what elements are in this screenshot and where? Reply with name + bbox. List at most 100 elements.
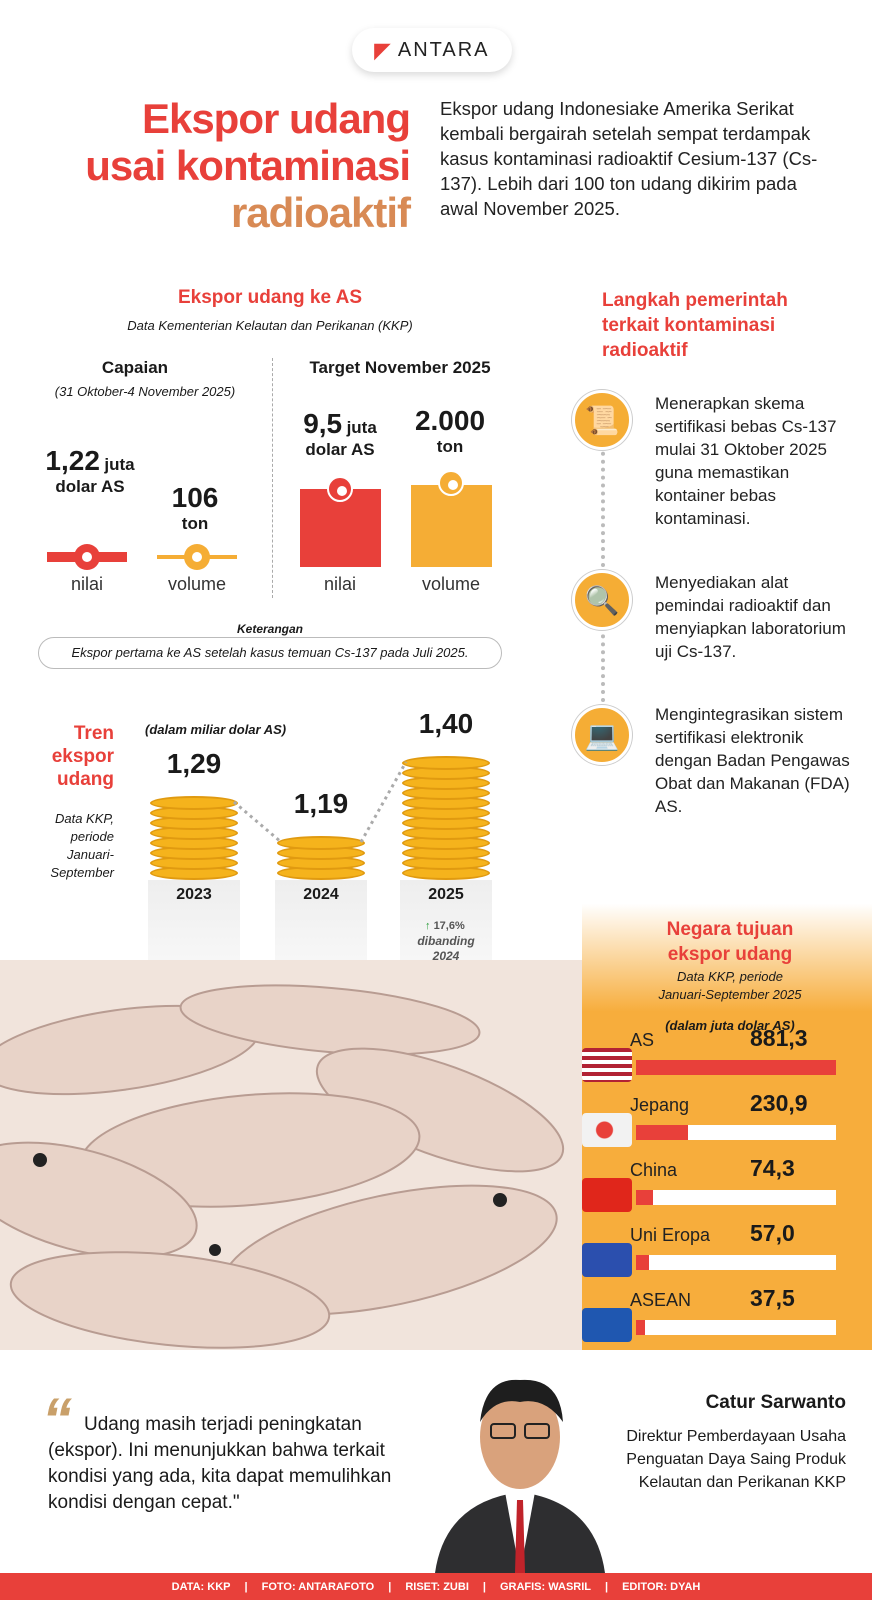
- target-volume: 2.000 ton: [400, 405, 500, 457]
- destination-bar-track: [636, 1320, 836, 1335]
- achievement-value-label: nilai: [70, 574, 104, 594]
- value-number: 9,5: [303, 408, 343, 439]
- destinations-heading-1: Negara tujuan: [666, 919, 794, 940]
- trend-source: Data KKP, periode Januari- September: [10, 810, 114, 882]
- us-flag-icon: [582, 1048, 632, 1082]
- volume-number: 106: [171, 482, 219, 513]
- target-volume-label: volume: [421, 574, 481, 594]
- speaker-portrait: [435, 1379, 605, 1573]
- trend-source-2: periode: [70, 829, 114, 844]
- destination-bar: [636, 1125, 689, 1140]
- destination-name: ASEAN: [630, 1290, 692, 1310]
- achievement-volume-bar: [157, 544, 237, 570]
- eu-flag-icon: [582, 1243, 632, 1277]
- steps-heading: Langkah pemerintah terkait kontaminasi rad…: [602, 288, 788, 363]
- achievement-heading: Capaian: [101, 358, 169, 377]
- trend-heading-3: udang: [57, 769, 114, 790]
- trend-year-label: 2024: [303, 886, 339, 903]
- trend-source-3: Januari-: [67, 847, 114, 862]
- step-1: Menerapkan skema sertifikasi bebas Cs-13…: [655, 394, 837, 528]
- destination-bar: [636, 1060, 836, 1075]
- target-heading: Target November 2025: [309, 358, 491, 377]
- destinations-unit: (dalam juta dolar AS): [665, 1018, 795, 1033]
- logo-text: ANTARA: [397, 38, 490, 61]
- footer-credit: GRAFIS: WASRIL: [499, 1580, 592, 1593]
- certificate-icon: 📜: [572, 390, 632, 450]
- trend-source-1: Data KKP,: [54, 811, 114, 826]
- trend-value-label: 1,19: [293, 788, 349, 819]
- trend-year-label: 2023: [176, 886, 212, 903]
- step-3: Mengintegrasikan sistem sertifikasi elek…: [655, 705, 850, 816]
- growth-note-2: 2024: [432, 949, 460, 963]
- achievement-volume-label: volume: [167, 574, 227, 594]
- asean-flag-icon: [582, 1308, 632, 1342]
- destination-name: Jepang: [630, 1095, 690, 1115]
- target-value-box: [300, 476, 381, 567]
- achievement-value: 1,22 juta dolar AS: [30, 445, 150, 497]
- antara-logo: ◤ ANTARA: [352, 28, 512, 72]
- destination-value: 74,3: [750, 1155, 795, 1181]
- note-text: Ekspor pertama ke AS setelah kasus temua…: [71, 645, 469, 660]
- quote-text: Udang masih terjadi peningkatan (ekspor)…: [48, 1414, 392, 1513]
- volume-unit: ton: [181, 514, 209, 533]
- target-volume-box: [411, 470, 492, 567]
- target-value-label: nilai: [323, 574, 357, 594]
- footer-separator: |: [605, 1580, 609, 1593]
- destination-name: AS: [630, 1030, 655, 1050]
- footer-credit: EDITOR: DYAH: [622, 1580, 701, 1593]
- speaker-name: Catur Sarwanto: [705, 1392, 846, 1413]
- quote-mark-icon: “: [42, 1386, 72, 1453]
- step-2: Menyediakan alat pemindai radioaktif dan…: [655, 573, 846, 661]
- antara-logo-mark-icon: ◤: [374, 39, 392, 62]
- value-unit-2: dolar AS: [55, 477, 125, 496]
- shrimp-photo: [0, 960, 585, 1352]
- growth-note-1: dibanding: [417, 934, 475, 948]
- trend-connector: [359, 761, 408, 843]
- trend-connector-lines: [233, 761, 408, 844]
- destinations-heading-2: ekspor udang: [667, 944, 793, 965]
- destination-bar: [636, 1190, 653, 1205]
- value-number: 1,22: [45, 445, 100, 476]
- trend-value-label: 1,29: [166, 748, 222, 779]
- coin-icon: [402, 756, 490, 770]
- footer-credit: FOTO: ANTARAFOTO: [261, 1580, 375, 1593]
- destinations-source: Data KKP, periode Januari-September 2025: [600, 968, 860, 1004]
- volume-number: 2.000: [414, 405, 486, 436]
- destination-bar: [636, 1255, 649, 1270]
- destination-bar: [636, 1320, 645, 1335]
- achievement-value-bar: [47, 544, 127, 570]
- footer-credit: DATA: KKP: [171, 1580, 231, 1593]
- footer-separator: |: [244, 1580, 248, 1593]
- trend-heading-1: Tren: [73, 723, 114, 744]
- trend-value-label: 1,40: [418, 708, 474, 739]
- coin-icon: [277, 836, 365, 850]
- note-title: Keterangan: [225, 622, 315, 636]
- achievement-period: (31 Oktober-4 November 2025): [54, 384, 236, 399]
- steps-heading-3: radioaktif: [602, 340, 688, 361]
- title-line-2: usai kontaminasi: [85, 142, 411, 189]
- volume-unit: ton: [436, 437, 464, 456]
- intro-text: Ekspor udang Indonesiake Amerika Serikat…: [440, 98, 818, 219]
- growth-note: dibanding 2024: [400, 934, 492, 964]
- china-flag-icon: [582, 1178, 632, 1212]
- destinations-source-1: Data KKP, periode: [677, 969, 783, 984]
- value-unit: juta: [104, 455, 135, 474]
- speaker-role: Direktur Pemberdayaan Usaha Penguatan Da…: [626, 1428, 846, 1491]
- magnifier-icon: 🔍: [572, 570, 632, 630]
- trend-unit: (dalam miliar dolar AS): [145, 722, 287, 737]
- destination-value: 881,3: [750, 1025, 808, 1051]
- destination-bar-track: [636, 1125, 836, 1140]
- quote-section: [0, 1350, 872, 1573]
- arrow-up-icon: ↑: [425, 920, 431, 932]
- value-unit: juta: [346, 418, 377, 437]
- trend-year-label: 2025: [428, 886, 464, 903]
- title-line-3: radioaktif: [230, 189, 411, 236]
- footer-credits: DATA: KKP | FOTO: ANTARAFOTO | RISET: ZUBI | G…: [0, 1573, 872, 1600]
- laptop-certificate-icon: 💻: [572, 705, 632, 765]
- target-value: 9,5 juta dolar AS: [290, 408, 390, 460]
- destination-value: 230,9: [750, 1090, 808, 1116]
- destination-value: 57,0: [750, 1220, 795, 1246]
- divider: [272, 358, 273, 598]
- footer-credit: RISET: ZUBI: [405, 1580, 469, 1593]
- destination-name: China: [630, 1160, 678, 1180]
